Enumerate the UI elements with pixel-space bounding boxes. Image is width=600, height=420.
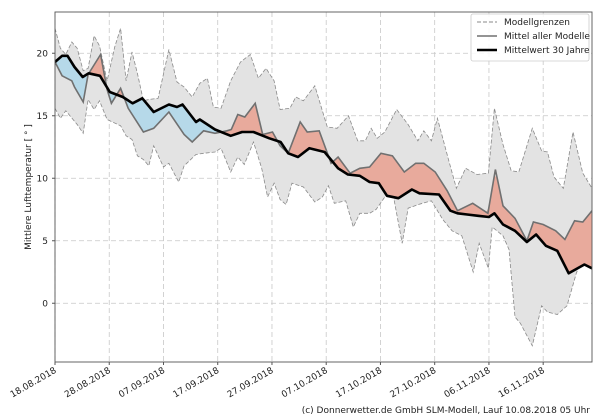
x-tick-label: 18.08.2018 [9,366,59,401]
y-axis-ticks: 0 5 10 15 20 [37,49,55,309]
x-axis-ticks: 18.08.2018 28.08.2018 07.09.2018 17.09.2018… [9,362,547,400]
y-axis-label: Mittlere Lufttemperatur [ ° ] [24,124,34,250]
x-tick-label: 07.09.2018 [117,366,167,401]
x-tick-label: 16.11.2018 [497,366,547,401]
x-tick-label: 27.10.2018 [389,366,439,401]
model-mean-line [55,52,592,243]
x-tick-label: 27.09.2018 [226,366,276,401]
legend-label-climate-mean: Mittelwert 30 Jahre [504,46,590,56]
y-tick-label: 15 [37,112,48,122]
model-range-area [55,28,592,346]
climate-mean-line [55,54,592,275]
y-tick-label: 20 [37,49,49,59]
x-tick-label: 17.10.2018 [334,366,384,401]
y-tick-label: 5 [42,237,48,247]
x-tick-label: 17.09.2018 [172,366,222,401]
legend-label-model-range: Modellgrenzen [504,18,570,28]
x-tick-label: 28.08.2018 [63,366,113,401]
x-tick-label: 07.10.2018 [280,366,330,401]
copyright-footer: (c) Donnerwetter.de GmbH SLM-Modell, Lau… [301,406,590,416]
legend-label-model-mean: Mittel aller Modelle [504,32,590,42]
legend: Modellgrenzen Mittel aller Modelle Mitte… [470,13,590,62]
x-tick-label: 06.11.2018 [443,366,493,401]
y-tick-label: 0 [42,299,48,309]
plot-frame [54,11,593,363]
model-lower-bound-line [55,98,592,347]
y-tick-label: 10 [37,174,49,184]
model-upper-bound-line [55,28,592,190]
